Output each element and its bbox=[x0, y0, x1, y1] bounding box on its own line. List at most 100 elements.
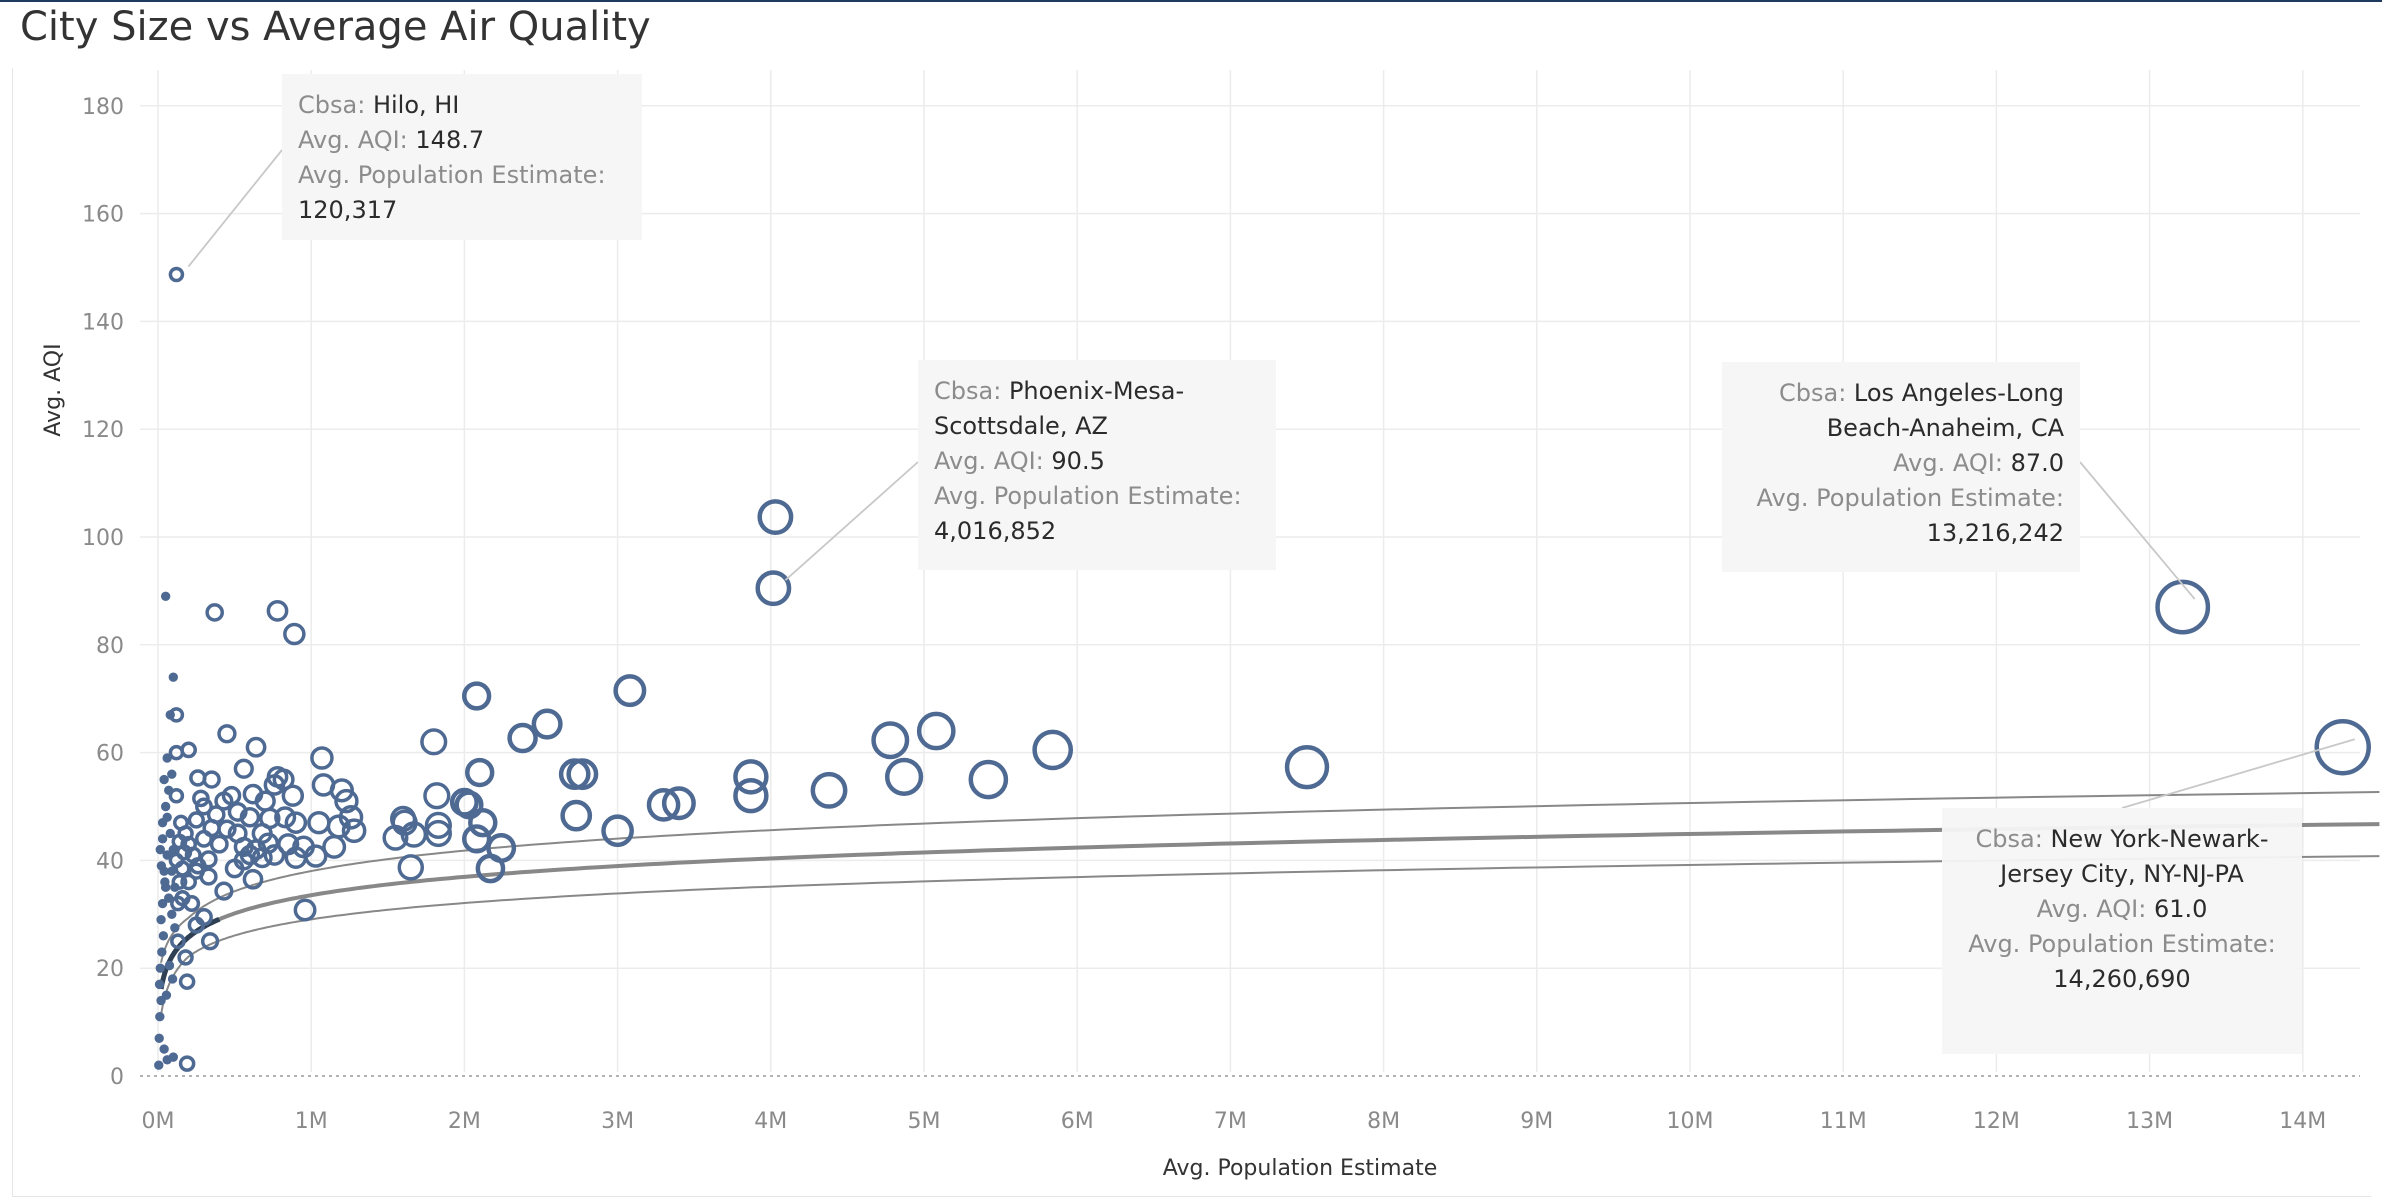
data-point bbox=[195, 908, 213, 926]
callout-pop-value: 14,260,690 bbox=[2053, 965, 2191, 993]
data-point bbox=[916, 711, 956, 751]
x-tick-label: 0M bbox=[142, 1109, 175, 1134]
data-point bbox=[397, 854, 425, 881]
data-point bbox=[757, 499, 794, 536]
data-point bbox=[160, 801, 171, 812]
data-point bbox=[167, 909, 177, 919]
data-point bbox=[157, 817, 168, 828]
callout-pop-label: Avg. Population Estimate: bbox=[1756, 484, 2064, 512]
callout-aqi-label: Avg. AQI: bbox=[2036, 895, 2147, 923]
callout-aqi-value: 61.0 bbox=[2153, 895, 2208, 923]
callout-pop-value: 4,016,852 bbox=[934, 517, 1057, 545]
data-point bbox=[168, 787, 185, 804]
x-tick-label: 8M bbox=[1367, 1109, 1400, 1134]
data-point bbox=[217, 724, 237, 744]
data-point bbox=[175, 844, 193, 861]
data-point bbox=[162, 753, 172, 763]
data-point bbox=[180, 741, 197, 759]
data-point bbox=[424, 811, 452, 839]
data-point bbox=[167, 866, 177, 876]
data-point bbox=[214, 791, 234, 811]
y-axis-title: Avg. AQI bbox=[41, 343, 66, 436]
x-tick-label: 1M bbox=[295, 1109, 328, 1134]
callout-hilo: Cbsa: Hilo, HI Avg. AQI: 148.7 Avg. Popu… bbox=[282, 74, 642, 240]
y-tick-label: 140 bbox=[82, 310, 124, 335]
data-point bbox=[224, 858, 245, 879]
data-point bbox=[283, 622, 306, 646]
data-point bbox=[174, 890, 191, 907]
data-point bbox=[164, 960, 175, 971]
data-point bbox=[1032, 729, 1074, 771]
x-tick-label: 4M bbox=[754, 1109, 787, 1134]
data-point bbox=[293, 898, 317, 922]
data-point bbox=[284, 811, 308, 834]
data-point bbox=[468, 807, 498, 838]
data-point bbox=[263, 774, 286, 796]
data-point bbox=[810, 771, 848, 809]
data-point bbox=[334, 788, 359, 814]
data-point bbox=[168, 1052, 179, 1062]
x-tick-label: 14M bbox=[2279, 1109, 2326, 1134]
data-point bbox=[245, 736, 267, 758]
data-point bbox=[156, 861, 167, 871]
data-point bbox=[507, 722, 538, 754]
data-point bbox=[322, 834, 347, 859]
data-point bbox=[209, 834, 229, 854]
data-point bbox=[329, 778, 354, 803]
data-point bbox=[2155, 579, 2211, 635]
callout-cbsa-label: Cbsa: bbox=[298, 91, 366, 119]
x-tick-label: 13M bbox=[2126, 1109, 2173, 1134]
callout-pop-value: 13,216,242 bbox=[1926, 519, 2064, 547]
data-point bbox=[266, 599, 289, 622]
callout-pop-label: Avg. Population Estimate: bbox=[934, 482, 1242, 510]
data-point bbox=[192, 789, 210, 808]
callout-leader-line bbox=[784, 461, 919, 581]
data-point bbox=[242, 868, 264, 890]
callout-aqi-label: Avg. AQI: bbox=[934, 447, 1044, 475]
chart-title: City Size vs Average Air Quality bbox=[20, 4, 651, 50]
data-point bbox=[154, 1060, 164, 1070]
callout-leader-lines bbox=[187, 149, 2355, 809]
x-tick-label: 11M bbox=[1820, 1109, 1867, 1134]
x-tick-label: 6M bbox=[1061, 1109, 1094, 1134]
data-point bbox=[159, 774, 169, 785]
data-point bbox=[157, 834, 168, 844]
data-point bbox=[154, 1033, 164, 1043]
callout-phoenix: Cbsa: Phoenix-Mesa-Scottsdale, AZ Avg. A… bbox=[918, 360, 1276, 570]
data-point bbox=[170, 923, 180, 933]
data-point bbox=[254, 790, 276, 812]
data-point bbox=[227, 801, 248, 822]
x-axis-title: Avg. Population Estimate bbox=[1163, 1156, 1437, 1181]
data-point bbox=[465, 757, 495, 788]
data-point bbox=[968, 759, 1009, 800]
data-point bbox=[178, 1055, 196, 1072]
data-point bbox=[168, 266, 185, 283]
data-point bbox=[263, 844, 286, 866]
data-point bbox=[531, 708, 563, 740]
y-tick-label: 40 bbox=[96, 849, 124, 874]
data-point bbox=[154, 979, 165, 990]
data-point bbox=[177, 949, 194, 966]
data-point bbox=[391, 809, 418, 836]
data-point bbox=[310, 746, 334, 770]
callout-cbsa-value: Los Angeles-Long Beach-Anaheim, CA bbox=[1826, 379, 2064, 442]
data-point bbox=[755, 570, 792, 607]
data-point bbox=[486, 833, 517, 863]
callout-cbsa-value: Hilo, HI bbox=[372, 91, 460, 119]
data-point bbox=[157, 947, 167, 957]
data-point bbox=[187, 811, 205, 829]
callout-aqi-value: 87.0 bbox=[2010, 449, 2064, 477]
data-point bbox=[646, 788, 681, 822]
data-point bbox=[156, 914, 166, 925]
callout-new-york: Cbsa: New York-Newark-Jersey City, NY-NJ… bbox=[1942, 808, 2302, 1054]
data-point bbox=[2314, 718, 2371, 776]
y-tick-label: 160 bbox=[82, 203, 124, 228]
y-tick-label: 60 bbox=[96, 742, 124, 767]
data-point bbox=[341, 818, 367, 844]
callout-aqi-value: 90.5 bbox=[1051, 447, 1105, 475]
y-tick-label: 100 bbox=[82, 526, 124, 551]
data-point bbox=[167, 974, 178, 984]
chart-frame bbox=[12, 68, 2371, 1197]
callout-cbsa-value: New York-Newark-Jersey City, NY-NJ-PA bbox=[2000, 825, 2269, 888]
